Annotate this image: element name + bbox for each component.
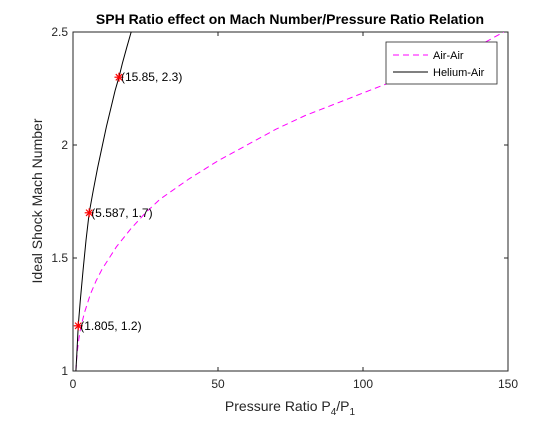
x-tick-label: 0 bbox=[70, 377, 77, 391]
x-label-sub1: 4 bbox=[331, 407, 337, 418]
data-point-label: (15.85, 2.3) bbox=[121, 70, 182, 84]
data-point-marker bbox=[84, 208, 94, 218]
y-tick-label: 1 bbox=[61, 364, 68, 378]
x-axis-label: Pressure Ratio P4/P1 bbox=[225, 398, 356, 418]
x-tick-label: 150 bbox=[498, 377, 518, 391]
x-label-sub2: 1 bbox=[350, 407, 356, 418]
legend: Air-Air Helium-Air bbox=[385, 41, 498, 85]
y-tick-label: 1.5 bbox=[51, 251, 68, 265]
data-point-marker bbox=[114, 72, 124, 82]
x-tick-label: 50 bbox=[211, 377, 225, 391]
y-axis-label: Ideal Shock Mach Number bbox=[29, 118, 45, 283]
x-label-slash: /P bbox=[336, 398, 349, 414]
x-axis: 0 50 100 150 bbox=[70, 32, 518, 391]
legend-label-helium-air: Helium-Air bbox=[433, 67, 485, 79]
legend-label-air-air: Air-Air bbox=[433, 50, 464, 62]
y-axis: 1 1.5 2 2.5 bbox=[51, 25, 508, 378]
x-label-main: Pressure Ratio P bbox=[225, 398, 331, 414]
series-line-helium-air bbox=[75, 32, 132, 371]
legend-box bbox=[385, 41, 498, 85]
plot-area bbox=[72, 31, 509, 372]
series-line-air-air bbox=[75, 32, 505, 371]
data-point-label: (5.587, 1.7) bbox=[91, 206, 152, 220]
data-point-marker bbox=[73, 321, 83, 331]
y-tick-label: 2.5 bbox=[51, 25, 68, 39]
y-tick-label: 2 bbox=[61, 138, 68, 152]
marker-layer: (1.805, 1.2) (5.587, 1.7) (15.85, 2.3) bbox=[73, 70, 182, 333]
series-layer bbox=[75, 32, 505, 371]
chart-title: SPH Ratio effect on Mach Number/Pressure… bbox=[96, 11, 484, 27]
x-tick-label: 100 bbox=[353, 377, 373, 391]
data-point-label: (1.805, 1.2) bbox=[80, 319, 141, 333]
